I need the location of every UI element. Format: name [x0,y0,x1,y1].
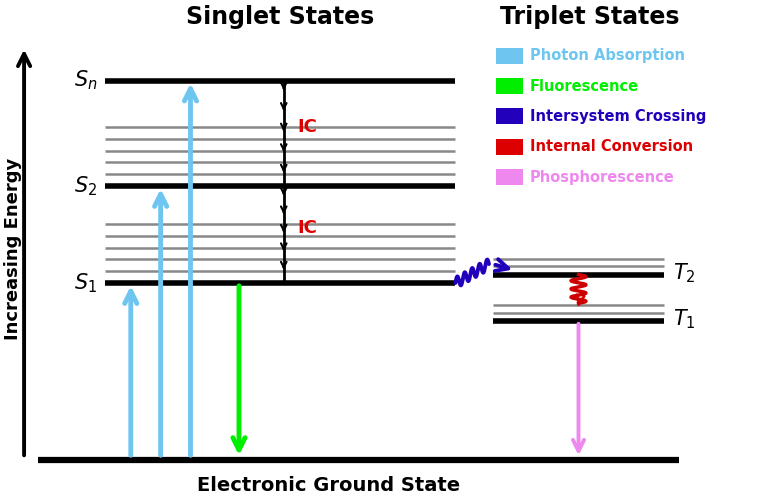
Text: Triplet States: Triplet States [500,5,680,29]
Text: $T_1$: $T_1$ [673,307,696,331]
Bar [497,108,522,124]
Text: Internal Conversion: Internal Conversion [530,139,693,154]
Text: Intersystem Crossing: Intersystem Crossing [530,109,706,124]
Text: Photon Absorption: Photon Absorption [530,48,685,63]
Bar [497,169,522,185]
Text: $S_2$: $S_2$ [74,174,97,198]
Text: Electronic Ground State: Electronic Ground State [197,476,460,495]
Bar [497,47,522,64]
Bar [497,78,522,94]
Text: $S_n$: $S_n$ [73,69,97,92]
Text: IC: IC [298,118,317,136]
Text: $T_2$: $T_2$ [673,261,696,285]
Text: IC: IC [298,219,317,237]
Text: Singlet States: Singlet States [186,5,374,29]
Bar [497,139,522,155]
Text: Fluorescence: Fluorescence [530,78,639,93]
Text: $S_1$: $S_1$ [74,271,97,295]
Text: Increasing Energy: Increasing Energy [4,158,22,340]
Text: Phosphorescence: Phosphorescence [530,170,674,185]
